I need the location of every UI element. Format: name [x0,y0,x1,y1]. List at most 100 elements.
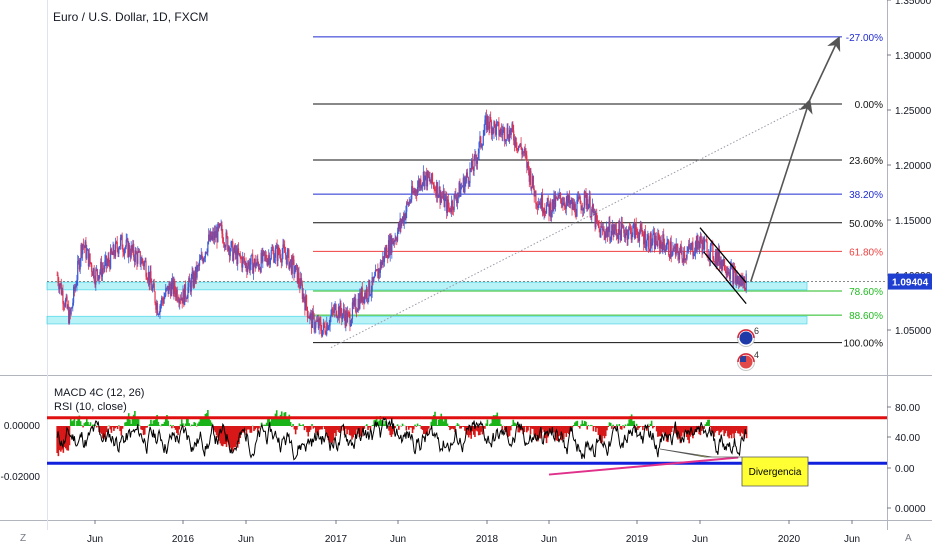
candle-body [688,244,691,248]
candle-body [60,283,62,295]
candle-body [633,222,635,226]
candle-body [211,235,213,240]
candle-body [552,199,554,210]
candle-body [672,248,674,255]
footer-left[interactable]: Z [20,533,26,544]
macd-bar [173,426,176,429]
candle [323,322,325,328]
macd-bar [176,426,178,434]
candle-body [259,268,261,272]
macd-bar [326,426,328,437]
candle [86,244,88,260]
candle [743,275,746,292]
candle-body [589,196,591,217]
candle-body [370,291,372,296]
candle-body [236,250,238,265]
candle [584,191,586,198]
candle-body [240,257,242,259]
candle [119,245,121,250]
macd-bar [327,426,330,441]
candle [245,257,247,272]
candle-body [181,297,183,304]
macd-bar [287,417,289,426]
candle [399,212,401,235]
macd-bar [88,424,91,426]
macd-bar [740,426,743,433]
macd-bar [424,426,426,434]
macd-bar [513,422,516,426]
candle-body [270,250,272,260]
candle [648,233,650,253]
event-eu-icon[interactable]: 6 [737,326,760,347]
candle [678,247,681,264]
macd-bar [298,423,301,426]
candle [641,223,643,237]
candle-body [469,168,471,184]
candle-body [452,209,454,211]
candle [360,286,363,304]
candle [110,244,112,270]
candle [518,145,520,152]
macd-bar [470,426,472,439]
candle-body [129,254,131,258]
candle [603,226,605,241]
candle-body [101,268,104,277]
footer-right[interactable]: A [905,533,912,544]
candle [172,276,174,297]
candle [114,237,117,260]
candle [403,210,405,229]
candle [106,258,108,269]
macd-bar [299,424,302,426]
macd-bar [347,426,350,430]
macd-bar [85,419,88,426]
candle [573,199,576,213]
candle [568,193,570,207]
candle [694,240,697,260]
candle [446,195,449,217]
candle-body [197,265,199,267]
candle-body [386,247,388,258]
candle [107,252,109,267]
candle-body [186,297,188,299]
macd-bar [679,426,682,444]
candle-body [586,199,588,206]
candle [396,236,398,246]
candle [312,305,314,320]
macd-bar [667,426,669,443]
candle [649,231,651,253]
event-us-icon[interactable]: 4 [737,350,760,371]
candle-body [574,203,576,216]
candle-body [632,225,634,236]
candle [688,239,690,254]
candle [516,142,518,153]
macd-bar [396,424,399,426]
projection-dotted-line [330,104,808,349]
events: 64 [737,326,760,371]
candle-body [185,298,187,299]
candle [70,307,72,316]
macd-bar [697,426,699,428]
candle [341,313,344,323]
macd-bar [559,426,561,436]
candle [337,315,339,323]
macd-bar [474,426,476,438]
candle [375,268,377,272]
candle [305,290,307,311]
candle [380,259,382,270]
macd-bar [624,424,627,426]
candle-body [638,238,640,242]
macd-bar [156,414,158,426]
candle-body [332,310,335,313]
candle [595,210,597,230]
candle [90,261,92,267]
candle [432,182,434,189]
candle-body [391,238,393,253]
macd-bar [707,419,709,426]
candle-body [667,240,669,243]
macd-bar [63,426,66,448]
candle-body [528,169,530,182]
candle-body [352,302,354,306]
macd-bar [309,426,312,430]
candle [261,247,263,264]
candle [75,280,77,288]
